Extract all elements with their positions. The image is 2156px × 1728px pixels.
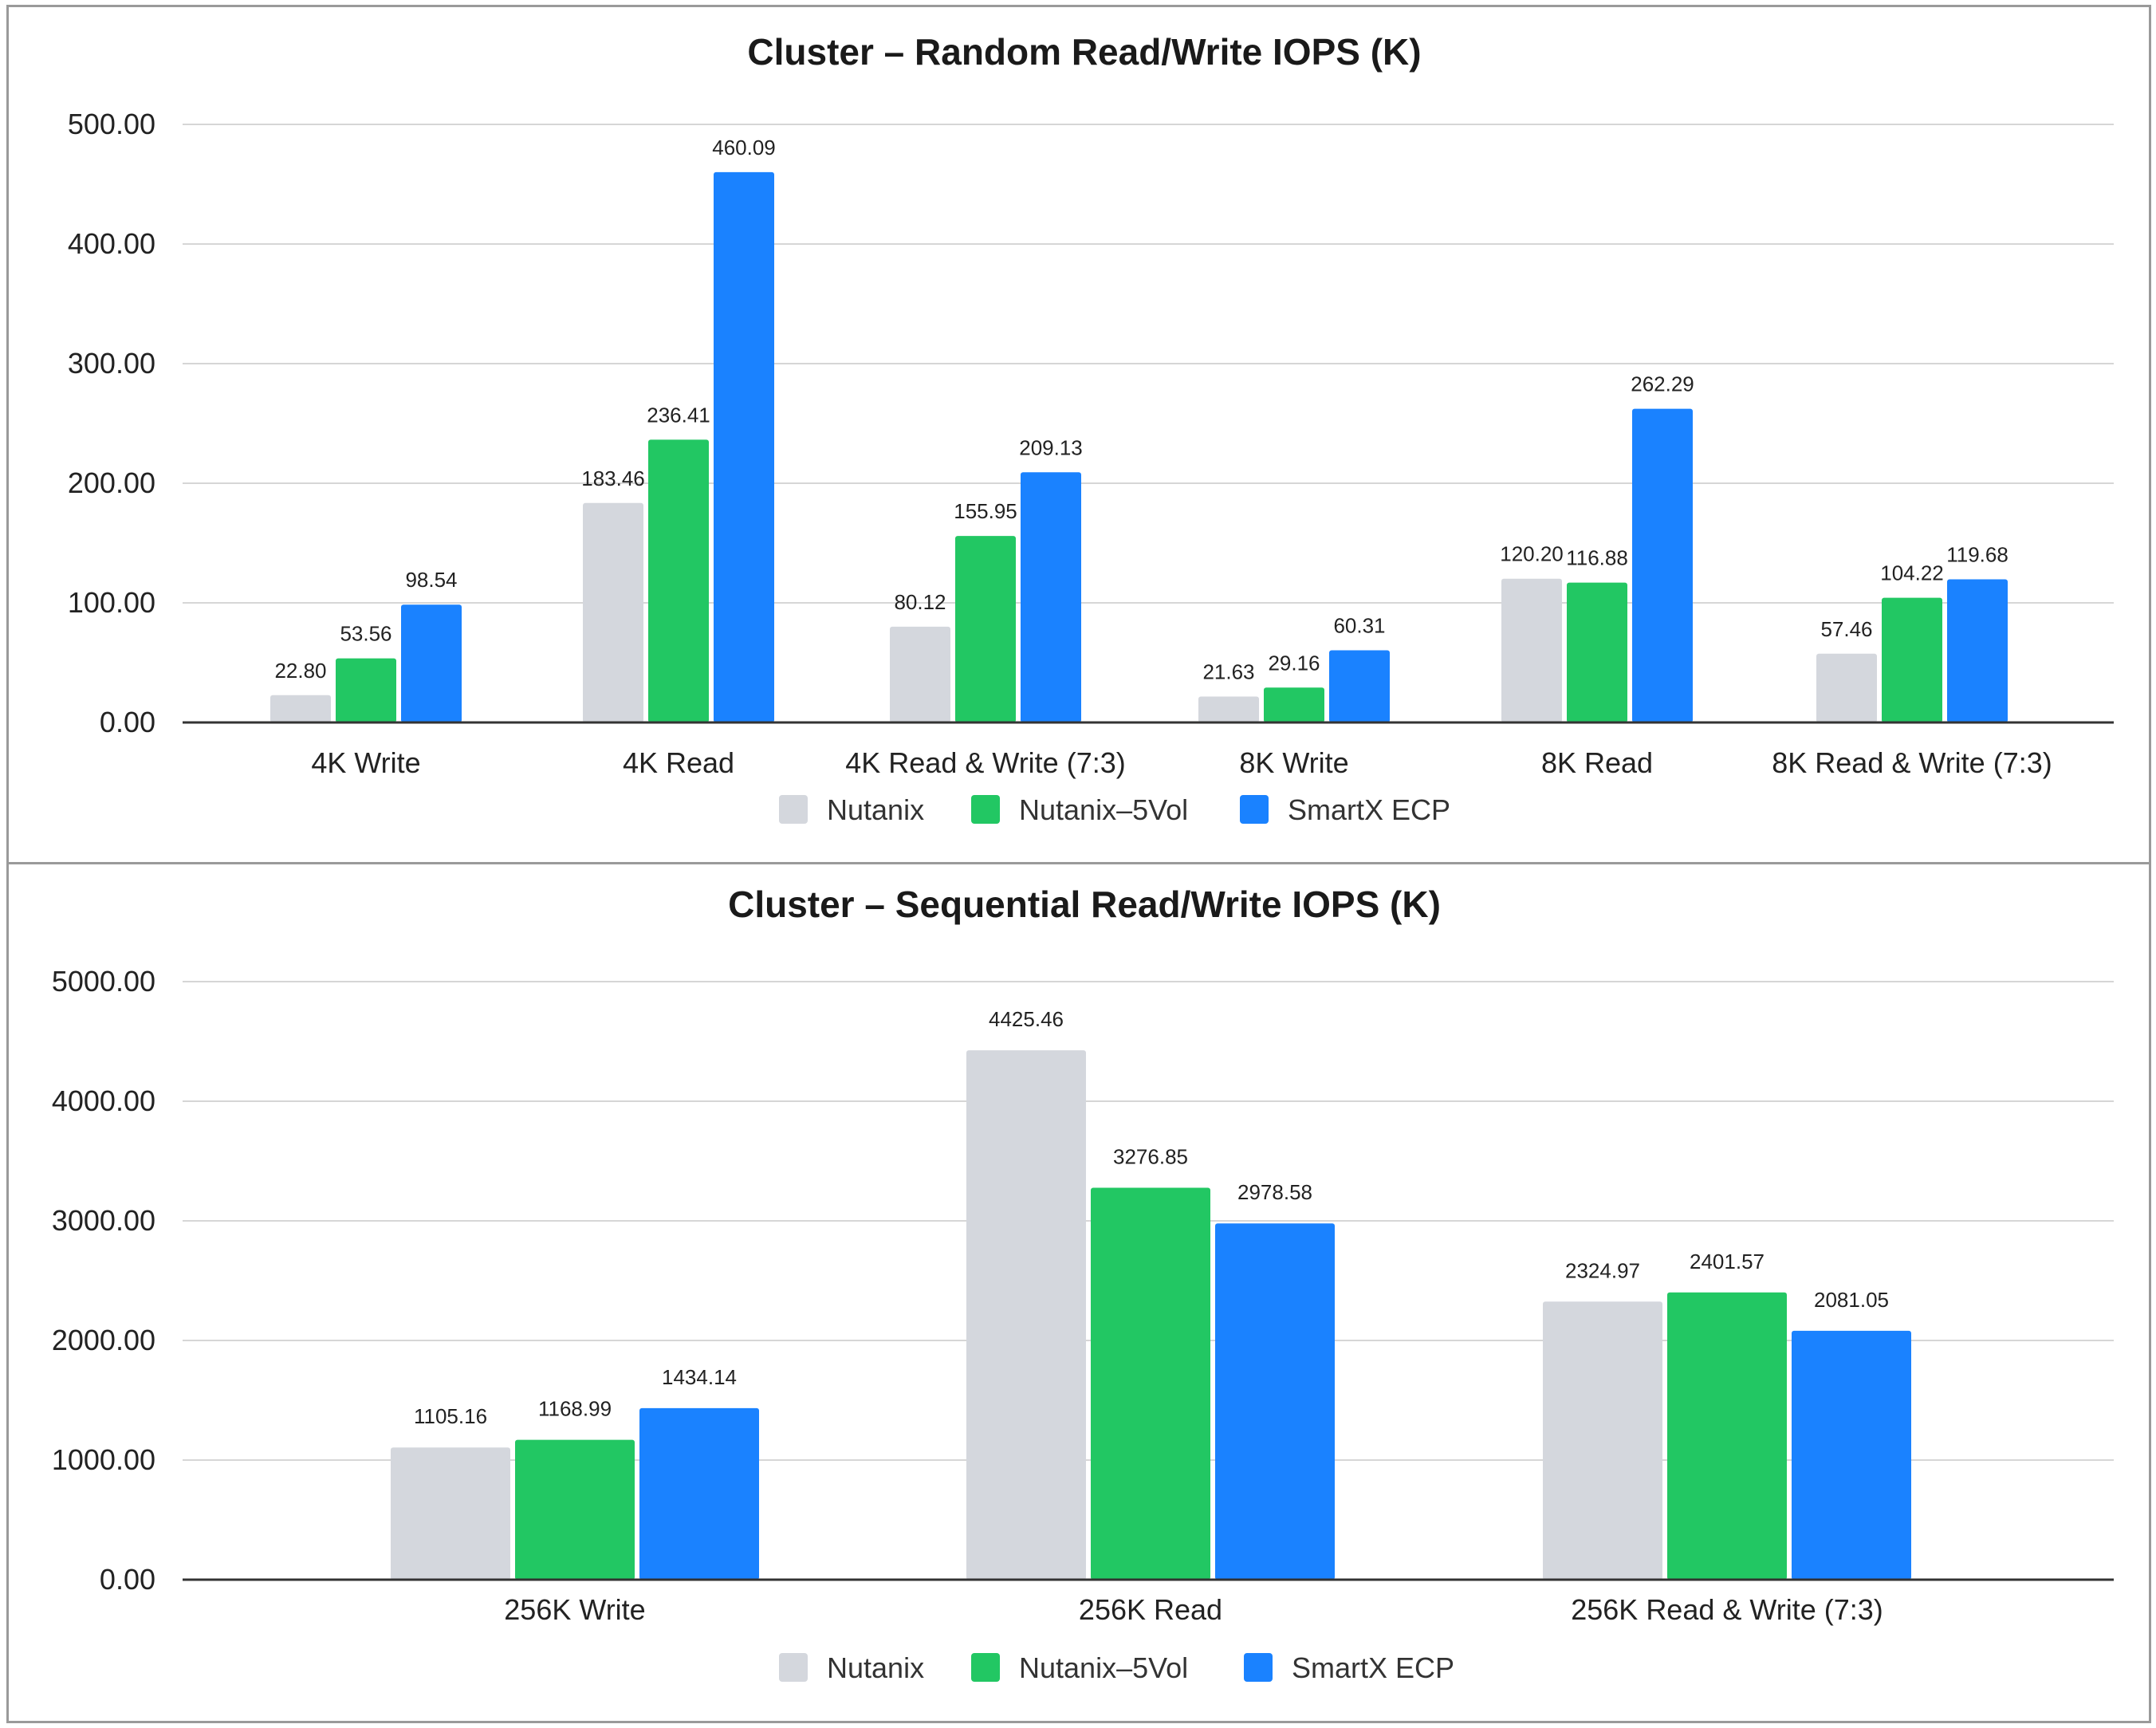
data-label: 22.80 [274,659,326,683]
data-label: 262.29 [1631,372,1694,396]
data-label: 1434.14 [662,1365,737,1389]
data-label: 183.46 [581,466,645,490]
legend-label: Nutanix–5Vol [1019,793,1188,826]
y-tick-label: 3000.00 [52,1204,155,1237]
data-label: 155.95 [954,499,1017,523]
y-tick-label: 4000.00 [52,1084,155,1117]
legend-label: SmartX ECP [1288,793,1450,826]
data-label: 119.68 [1946,542,2008,566]
bar [515,1439,635,1580]
bar [648,439,709,722]
x-category-label: 4K Write [311,746,420,779]
data-label: 53.56 [340,622,391,646]
y-tick-label: 0.00 [100,1563,155,1596]
x-category-label: 256K Read & Write (7:3) [1571,1593,1883,1626]
bar [1329,650,1390,722]
data-label: 236.41 [647,403,710,427]
data-label: 2324.97 [1565,1258,1640,1282]
bar [1947,579,2008,722]
data-label: 2081.05 [1814,1288,1889,1312]
bar [955,536,1016,722]
x-category-label: 256K Write [504,1593,645,1626]
data-label: 80.12 [894,590,946,614]
bar [1215,1223,1335,1580]
data-label: 21.63 [1202,660,1254,684]
bar [1882,597,1942,722]
y-tick-label: 5000.00 [52,965,155,998]
legend: Nutanix Nutanix–5Vol SmartX ECP [779,793,1450,826]
data-label: 116.88 [1566,546,1628,570]
bar [401,604,462,722]
x-category-label: 4K Read & Write (7:3) [845,746,1125,779]
legend-swatch [971,795,1000,824]
bar [270,695,331,722]
y-tick-label: 100.00 [68,586,155,619]
data-label: 29.16 [1268,651,1320,675]
legend-label: SmartX ECP [1292,1651,1454,1684]
bar [1264,687,1324,722]
legend-swatch [1244,1653,1273,1682]
legend-label: Nutanix [827,793,924,826]
x-category-label: 8K Read [1541,746,1653,779]
sequential-iops-chart-panel: Cluster – Sequential Read/Write IOPS (K)… [6,862,2151,1723]
y-tick-label: 1000.00 [52,1443,155,1476]
legend-label: Nutanix–5Vol [1019,1651,1188,1684]
data-label: 98.54 [405,568,457,592]
bar [1091,1187,1210,1580]
x-category-label: 8K Read & Write (7:3) [1772,746,2052,779]
random-iops-chart-panel: Cluster – Random Read/Write IOPS (K) 0.0… [6,5,2151,864]
bar [1198,696,1259,722]
data-label: 120.20 [1500,542,1564,566]
bar [1501,578,1562,722]
bar [1632,408,1693,722]
data-label: 1105.16 [414,1404,487,1428]
bar [1567,582,1627,722]
y-tick-label: 200.00 [68,466,155,499]
legend-label: Nutanix [827,1651,924,1684]
data-label: 104.22 [1880,561,1944,585]
bar [583,502,643,722]
y-tick-label: 2000.00 [52,1324,155,1356]
chart-title: Cluster – Random Read/Write IOPS (K) [747,31,1421,73]
x-category-label: 4K Read [623,746,734,779]
bar [639,1407,759,1580]
bar [391,1447,510,1580]
bar [1792,1330,1911,1580]
legend-swatch [971,1653,1000,1682]
bar [1816,653,1877,722]
legend: Nutanix Nutanix–5Vol SmartX ECP [779,1651,1454,1684]
data-label: 460.09 [712,136,776,159]
data-label: 2401.57 [1690,1250,1765,1273]
random-iops-chart: Cluster – Random Read/Write IOPS (K) 0.0… [68,31,2114,826]
y-tick-label: 0.00 [100,706,155,738]
data-label: 1168.99 [538,1397,612,1421]
data-label: 60.31 [1333,614,1385,638]
bar [336,658,396,722]
bar [1543,1301,1662,1580]
y-tick-label: 500.00 [68,108,155,140]
x-category-label: 8K Write [1239,746,1348,779]
chart-title: Cluster – Sequential Read/Write IOPS (K) [728,884,1441,925]
bar [714,171,774,723]
bar [1021,472,1081,722]
sequential-iops-chart: Cluster – Sequential Read/Write IOPS (K)… [52,884,2114,1684]
data-label: 57.46 [1820,617,1872,641]
y-tick-label: 300.00 [68,347,155,380]
data-label: 2978.58 [1237,1180,1312,1204]
legend-swatch [779,1653,808,1682]
data-label: 3276.85 [1113,1144,1188,1168]
legend-swatch [1240,795,1269,824]
y-tick-label: 400.00 [68,227,155,260]
legend-swatch [779,795,808,824]
bar [1667,1292,1787,1580]
data-label: 209.13 [1019,435,1083,459]
data-label: 4425.46 [989,1007,1064,1031]
bar [890,626,950,722]
x-category-label: 256K Read [1079,1593,1222,1626]
bar [966,1050,1086,1580]
